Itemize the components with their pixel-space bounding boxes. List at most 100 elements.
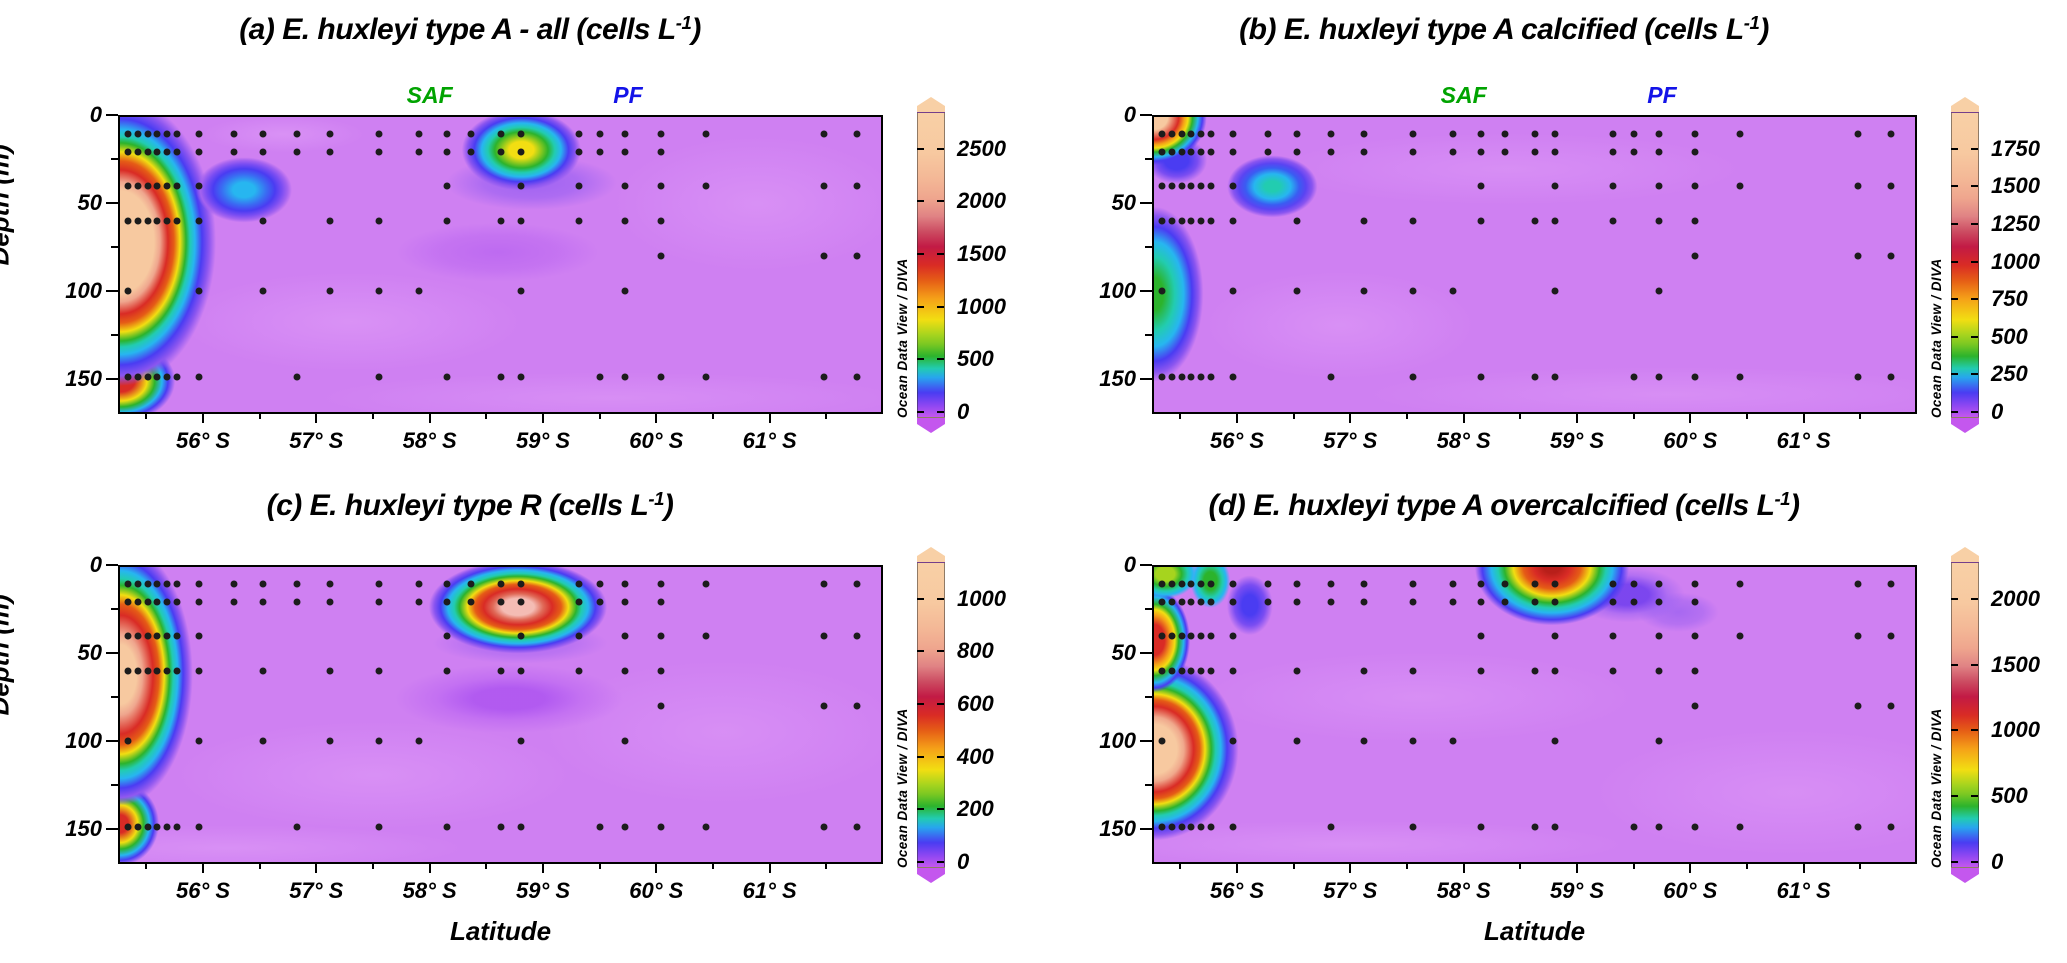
station-sample-dot bbox=[575, 667, 583, 675]
station-sample-dot bbox=[1178, 130, 1186, 138]
station-sample-dot bbox=[621, 182, 629, 190]
x-axis-tick-label: 59° S bbox=[1549, 428, 1605, 453]
station-sample-dot bbox=[1187, 580, 1195, 588]
station-sample-dot bbox=[375, 373, 383, 381]
station-sample-dot bbox=[1327, 598, 1335, 606]
station-sample-dot bbox=[1691, 217, 1699, 225]
x-axis-minor-tick bbox=[1406, 864, 1408, 869]
station-sample-dot bbox=[1477, 632, 1485, 640]
colorbar-tick-mark bbox=[917, 410, 924, 413]
station-sample-dot bbox=[1655, 373, 1663, 381]
station-sample-dot bbox=[657, 148, 665, 156]
station-sample-dot bbox=[853, 182, 861, 190]
station-sample-dot bbox=[144, 130, 152, 138]
colorbar-tick-label: 1500 bbox=[1991, 173, 2040, 199]
station-sample-dot bbox=[1409, 148, 1417, 156]
colorbar-tick-mark bbox=[917, 358, 924, 361]
station-sample-dot bbox=[1158, 217, 1166, 225]
y-axis-tick bbox=[1140, 377, 1152, 380]
panel-b: (b) E. huxleyi type A calcified (cells L… bbox=[1034, 0, 2067, 481]
colorbar-tick-label: 1000 bbox=[1991, 717, 2040, 743]
colorbar-tick-label: 500 bbox=[1991, 783, 2028, 809]
station-sample-dot bbox=[173, 182, 181, 190]
x-axis-tick bbox=[655, 864, 658, 873]
station-sample-dot bbox=[1197, 130, 1205, 138]
y-axis-minor-tick bbox=[111, 245, 118, 248]
station-sample-dot bbox=[575, 632, 583, 640]
colorbar-tick-label: 500 bbox=[1991, 323, 2028, 349]
station-sample-dot bbox=[1197, 632, 1205, 640]
station-sample-dot bbox=[517, 182, 525, 190]
station-sample-dot bbox=[1531, 373, 1539, 381]
station-sample-dot bbox=[1229, 217, 1237, 225]
station-sample-dot bbox=[1360, 217, 1368, 225]
y-axis-tick bbox=[1140, 114, 1152, 116]
station-sample-dot bbox=[1551, 632, 1559, 640]
panel-a: (a) E. huxleyi type A - all (cells L-1) S… bbox=[0, 12, 1006, 453]
station-sample-dot bbox=[153, 667, 161, 675]
station-sample-dot bbox=[1229, 373, 1237, 381]
colorbar-tick-mark bbox=[1971, 260, 1978, 263]
colorbar-tick-mark bbox=[1951, 373, 1958, 376]
station-sample-dot bbox=[1197, 148, 1205, 156]
x-axis-tick bbox=[1802, 864, 1805, 873]
station-sample-dot bbox=[517, 130, 525, 138]
station-sample-dot bbox=[1854, 182, 1861, 190]
station-sample-dot bbox=[1207, 632, 1215, 640]
station-sample-dot bbox=[575, 580, 583, 588]
station-sample-dot bbox=[820, 580, 827, 588]
station-sample-dot bbox=[1630, 130, 1638, 138]
station-sample-dot bbox=[1655, 148, 1663, 156]
station-sample-dot bbox=[1477, 182, 1485, 190]
colorbar-tick-mark bbox=[917, 702, 924, 705]
y-axis-tick bbox=[106, 739, 118, 742]
station-sample-dot bbox=[1409, 823, 1417, 831]
station-sample-dot bbox=[1551, 598, 1559, 606]
station-sample-dot bbox=[195, 667, 203, 675]
station-sample-dot bbox=[1887, 580, 1895, 588]
station-sample-dot bbox=[1409, 667, 1417, 675]
colorbar-tick-mark bbox=[937, 305, 944, 308]
station-sample-dot bbox=[1158, 148, 1166, 156]
station-sample-dot bbox=[1187, 217, 1195, 225]
station-sample-dot bbox=[1531, 580, 1539, 588]
station-sample-dot bbox=[163, 373, 171, 381]
x-axis-minor-tick bbox=[372, 864, 374, 869]
station-sample-dot bbox=[820, 182, 827, 190]
colorbar-tick-mark bbox=[1951, 663, 1958, 666]
station-sample-dot bbox=[1854, 373, 1861, 381]
y-axis-minor-tick bbox=[1145, 783, 1152, 786]
section-plot bbox=[1152, 565, 1917, 864]
station-sample-dot bbox=[1158, 182, 1166, 190]
station-sample-dot bbox=[1655, 580, 1663, 588]
station-sample-dot bbox=[657, 580, 665, 588]
station-sample-dot bbox=[497, 148, 505, 156]
station-sample-dot bbox=[1736, 580, 1744, 588]
colorbar-tick-label: 800 bbox=[957, 638, 994, 664]
station-sample-dot bbox=[1655, 130, 1663, 138]
station-sample-dot bbox=[134, 667, 142, 675]
colorbar-tick-mark bbox=[937, 147, 944, 150]
x-axis-tick-label: 59° S bbox=[515, 428, 571, 453]
x-axis-tick-label: 60° S bbox=[1663, 428, 1718, 453]
x-axis-minor-tick bbox=[1519, 414, 1522, 419]
station-sample-dot bbox=[1691, 148, 1699, 156]
station-sample-dot bbox=[1178, 373, 1186, 381]
panel-title: (a) E. huxleyi type A - all (cells L-1) bbox=[0, 12, 940, 47]
colorbar-tick-mark bbox=[937, 410, 944, 413]
y-axis-tick bbox=[1140, 651, 1152, 654]
station-sample-dot bbox=[1409, 737, 1417, 745]
colorbar-tick-mark bbox=[1971, 410, 1978, 413]
x-axis-tick-label: 57° S bbox=[1323, 878, 1378, 903]
station-sample-dot bbox=[1178, 148, 1186, 156]
station-sample-dot bbox=[820, 702, 827, 710]
x-axis-minor-tick bbox=[145, 864, 148, 869]
station-sample-dot bbox=[230, 598, 238, 606]
station-sample-dot bbox=[1264, 598, 1272, 606]
x-axis-minor-tick bbox=[485, 414, 488, 419]
colorbar-tick-mark bbox=[937, 597, 944, 600]
station-sample-dot bbox=[1736, 182, 1744, 190]
station-sample-dot bbox=[1229, 737, 1237, 745]
station-sample-dot bbox=[596, 148, 604, 156]
y-axis-tick-label: 50 bbox=[77, 189, 102, 215]
